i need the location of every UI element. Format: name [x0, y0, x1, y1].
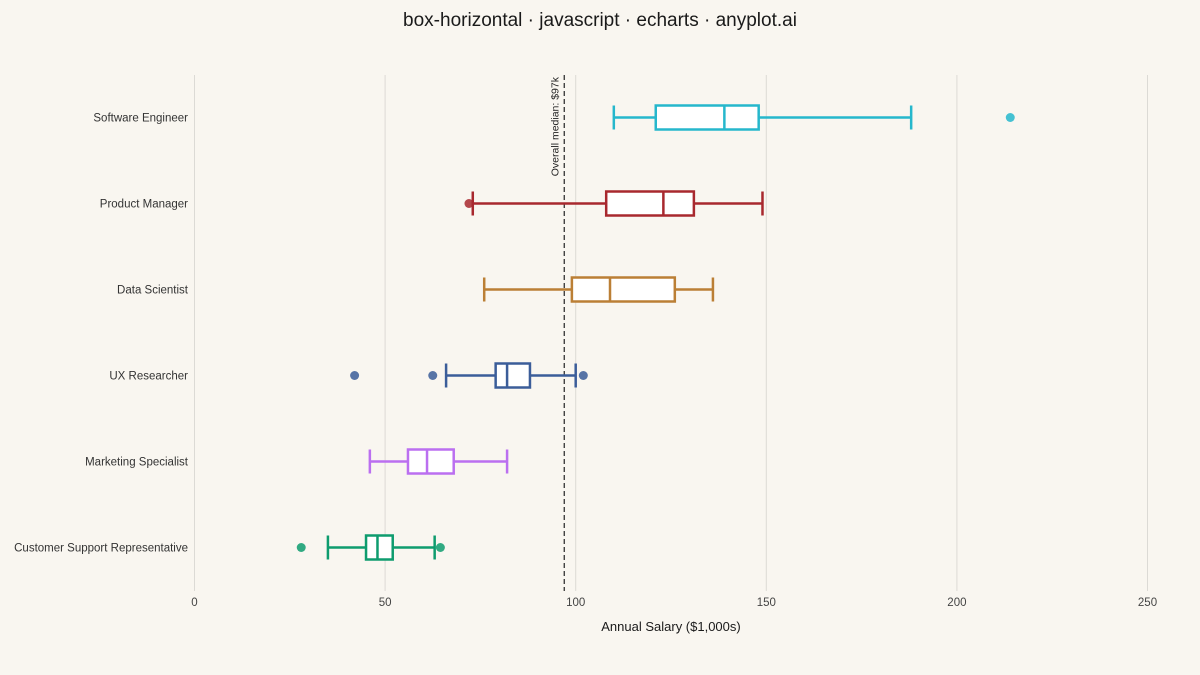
chart-title: box-horizontal · javascript · echarts · …: [403, 10, 797, 31]
outlier-point: [578, 371, 588, 380]
box-group: [296, 534, 445, 561]
box-iqr: [570, 276, 677, 303]
box-iqr: [406, 448, 455, 475]
box-group: [612, 104, 1015, 131]
box-iqr: [494, 362, 532, 389]
box-group: [350, 362, 588, 389]
x-tick-label: 250: [1138, 597, 1157, 609]
box-group: [464, 190, 764, 217]
x-tick-label: 0: [191, 597, 197, 609]
outlier-point: [464, 199, 474, 208]
box-group: [368, 448, 509, 475]
outlier-point: [296, 543, 306, 552]
box-group: [482, 276, 715, 303]
reference-line-group: Overall median: $97k: [549, 75, 565, 591]
category-label: Data Scientist: [117, 285, 189, 297]
box-iqr: [364, 534, 394, 561]
grid-lines: [194, 75, 1148, 591]
box-iqr: [604, 190, 696, 217]
outlier-point: [428, 371, 438, 380]
category-label: Software Engineer: [93, 113, 188, 125]
outlier-point: [350, 371, 360, 380]
box-iqr: [654, 104, 760, 131]
reference-line-label: Overall median: $97k: [549, 76, 561, 176]
category-label: Product Manager: [100, 199, 188, 211]
category-label: UX Researcher: [109, 371, 188, 383]
x-tick-label: 200: [947, 597, 966, 609]
x-tick-label: 50: [379, 597, 392, 609]
x-axis-title: Annual Salary ($1,000s): [601, 619, 740, 634]
boxes: [296, 104, 1015, 561]
axis-labels: 0 50 100 150 200 250 Annual Salary ($1,000s) So…: [14, 113, 1157, 635]
category-label: Marketing Specialist: [85, 457, 189, 469]
category-label: Customer Support Representative: [14, 543, 188, 555]
outlier-point: [1005, 113, 1015, 122]
x-tick-label: 100: [566, 597, 585, 609]
x-tick-label: 150: [757, 597, 776, 609]
outlier-point: [435, 543, 445, 552]
